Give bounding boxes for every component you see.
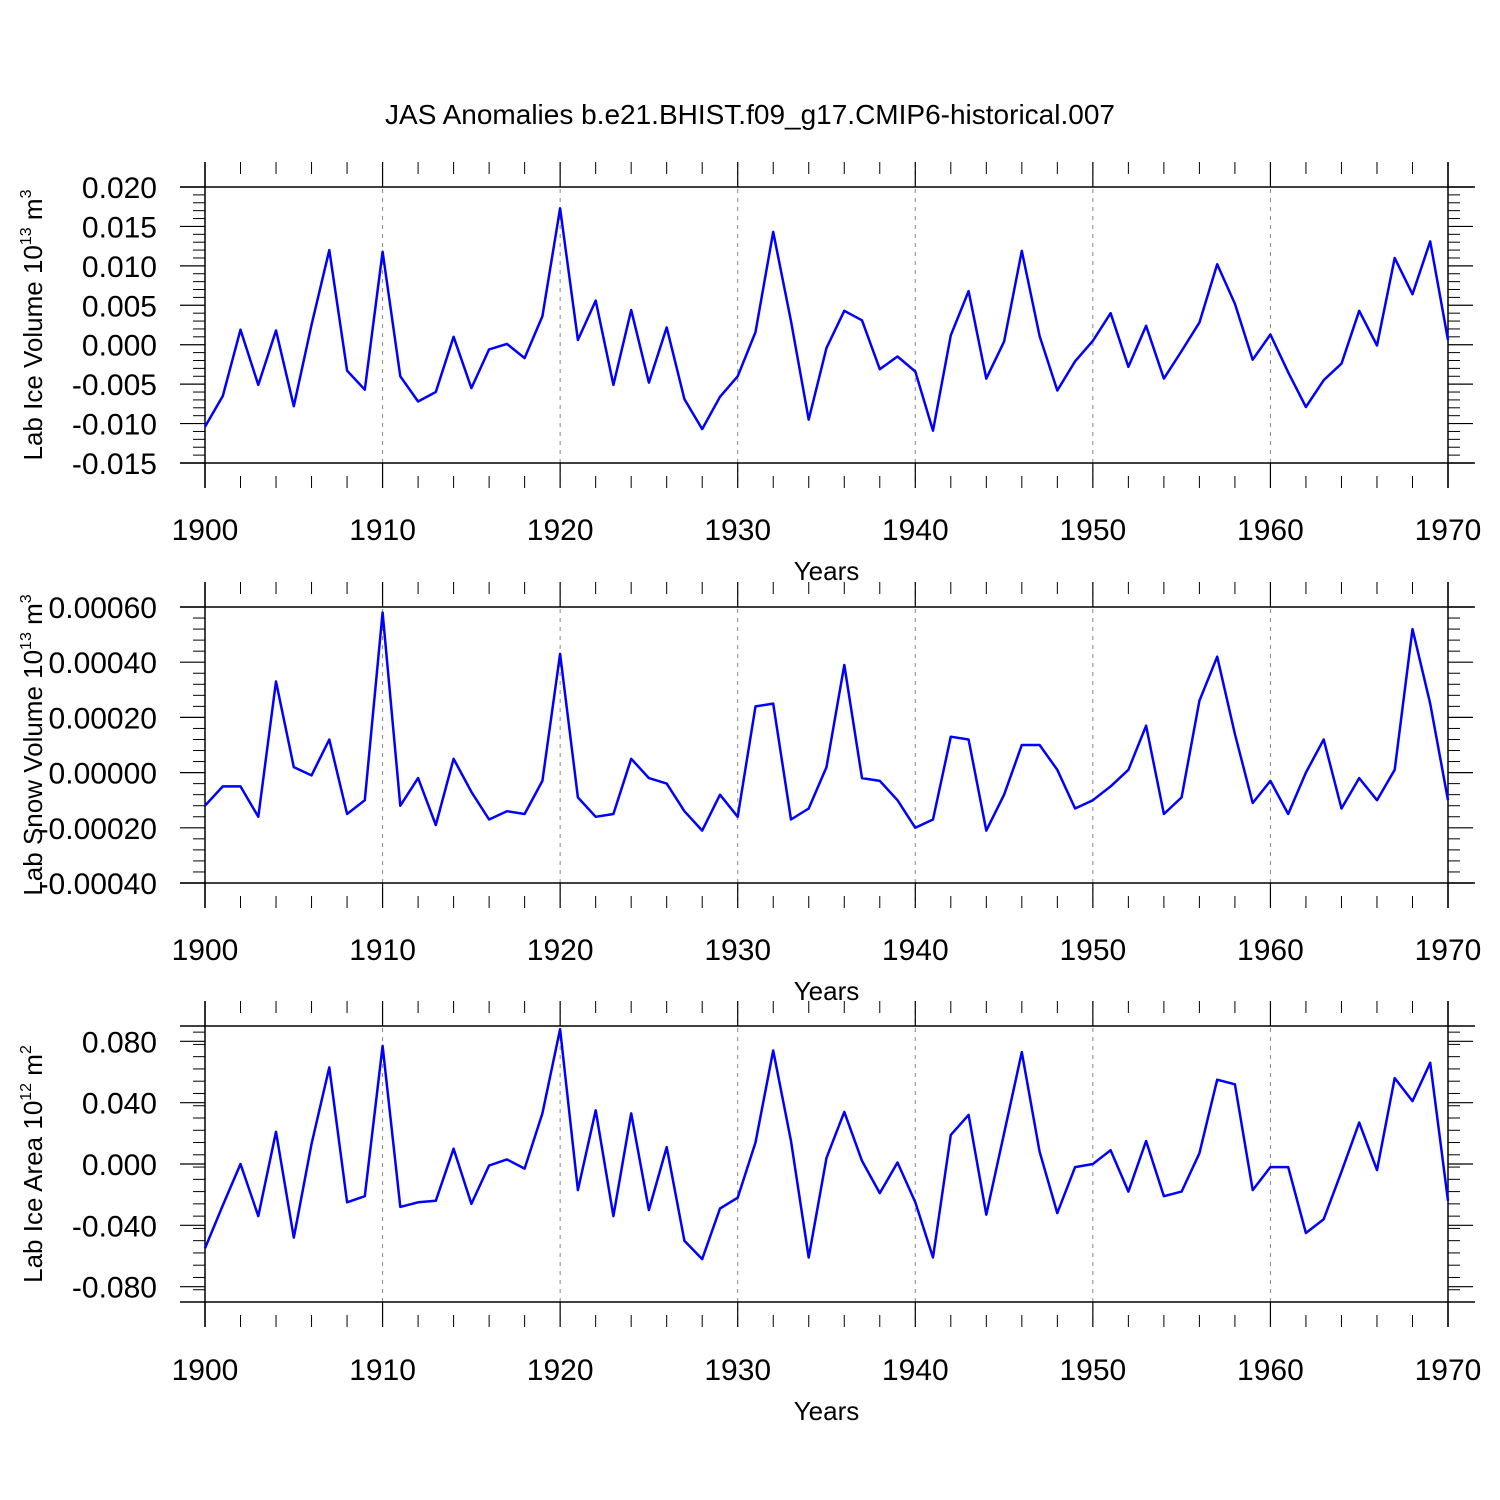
x-axis-label: Years: [794, 556, 860, 586]
plot-snow-volume: 1900 1910 1920 1930 1940 1950 1960 1970 -0.00040…: [18, 582, 1481, 1006]
y-axis-label-unit-exponent: 3: [18, 189, 35, 198]
x-tick-label: 1930: [704, 934, 771, 967]
y-axis-label-text: Lab Ice Volume 10: [18, 245, 48, 460]
x-tick-label: 1920: [527, 934, 594, 967]
x-tick-label: 1900: [172, 1354, 239, 1387]
x-tick-label: 1920: [527, 514, 594, 547]
y-axis-label-exponent: 12: [18, 1083, 35, 1101]
x-axis-label: Years: [794, 976, 860, 1006]
y-axis-label-text: Lab Snow Volume 10: [18, 650, 48, 896]
x-tick-label: 1900: [172, 934, 239, 967]
y-tick-label: 0.000: [82, 1149, 157, 1182]
y-axis-label-unit-exponent: 3: [18, 594, 35, 603]
x-tick-label: 1940: [882, 934, 949, 967]
y-tick-label: -0.00020: [39, 813, 157, 846]
y-tick-label: -0.040: [72, 1210, 157, 1243]
y-axis-label: Lab Snow Volume 1013 m3: [18, 594, 48, 895]
x-tick-label: 1920: [527, 1354, 594, 1387]
x-tick-label: 1970: [1415, 1354, 1482, 1387]
x-tick-label: 1950: [1059, 1354, 1126, 1387]
x-tick-label: 1940: [882, 1354, 949, 1387]
y-tick-label: -0.005: [72, 369, 157, 402]
series-line: [205, 208, 1448, 430]
y-tick-label: 0.010: [82, 251, 157, 284]
y-tick-label: -0.00040: [39, 868, 157, 901]
x-tick-label: 1960: [1237, 934, 1304, 967]
y-axis-label-unit: m: [18, 1054, 48, 1083]
y-tick-label: -0.010: [72, 409, 157, 442]
y-tick-label: 0.080: [82, 1026, 157, 1059]
x-tick-label: 1930: [704, 514, 771, 547]
x-tick-label: 1970: [1415, 514, 1482, 547]
y-tick-label: 0.000: [82, 330, 157, 363]
y-tick-label: -0.080: [72, 1272, 157, 1305]
plot-ice-area: 1900 1910 1920 1930 1940 1950 1960 1970 -0.080 -0…: [18, 1001, 1481, 1426]
x-tick-label: 1950: [1059, 514, 1126, 547]
x-tick-label: 1910: [349, 934, 416, 967]
y-axis-label-exponent: 13: [18, 632, 35, 650]
plot-ice-volume: 1900 1910 1920 1930 1940 1950 1960 1970 -0.015 -0…: [18, 162, 1481, 586]
y-axis-label-text: Lab Ice Area 10: [18, 1101, 48, 1283]
x-tick-label: 1960: [1237, 1354, 1304, 1387]
x-tick-label: 1940: [882, 514, 949, 547]
x-tick-label: 1970: [1415, 934, 1482, 967]
figure: JAS Anomalies b.e21.BHIST.f09_g17.CMIP6-…: [0, 0, 1500, 1500]
x-axis-label: Years: [794, 1396, 860, 1426]
y-axis-label-unit: m: [18, 198, 48, 227]
y-axis-label-unit: m: [18, 603, 48, 632]
series-line: [205, 1029, 1448, 1259]
y-axis-label: Lab Ice Area 1012 m2: [18, 1045, 48, 1283]
x-tick-label: 1960: [1237, 514, 1304, 547]
x-tick-label: 1900: [172, 514, 239, 547]
figure-title: JAS Anomalies b.e21.BHIST.f09_g17.CMIP6-…: [385, 99, 1115, 130]
y-axis-label-exponent: 13: [18, 227, 35, 245]
y-tick-label: 0.00000: [49, 758, 157, 791]
x-tick-label: 1910: [349, 1354, 416, 1387]
y-tick-label: 0.020: [82, 172, 157, 205]
y-axis-label: Lab Ice Volume 1013 m3: [18, 189, 48, 460]
y-tick-label: 0.005: [82, 290, 157, 323]
x-tick-label: 1910: [349, 514, 416, 547]
series-line: [205, 613, 1448, 831]
x-tick-label: 1930: [704, 1354, 771, 1387]
y-axis-label-unit-exponent: 2: [18, 1045, 35, 1054]
y-tick-label: 0.015: [82, 211, 157, 244]
y-tick-label: 0.040: [82, 1088, 157, 1121]
y-tick-label: 0.00040: [49, 647, 157, 680]
y-tick-label: 0.00020: [49, 702, 157, 735]
y-tick-label: -0.015: [72, 448, 157, 481]
x-tick-label: 1950: [1059, 934, 1126, 967]
y-tick-label: 0.00060: [49, 592, 157, 625]
